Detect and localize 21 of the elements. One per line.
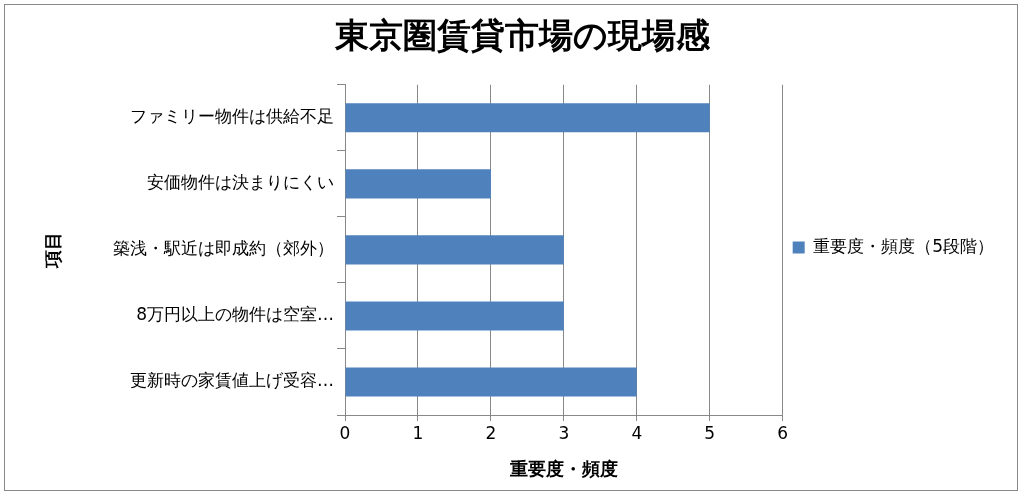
x-tick-label: 4 (631, 422, 643, 443)
x-axis-title: 重要度・頻度 (508, 457, 618, 479)
chart-title: 東京圏賃貸市場の現場感 (333, 15, 711, 56)
x-tick-label: 1 (412, 422, 424, 443)
bar (345, 235, 564, 265)
bar (345, 301, 564, 331)
y-tick-label: 築浅・駅近は即成約（郊外） (113, 238, 334, 259)
x-tick-label: 2 (485, 422, 497, 443)
bar (345, 103, 710, 133)
y-axis-title: 項目 (42, 231, 64, 269)
bar (345, 169, 491, 199)
x-tick-label: 3 (558, 422, 570, 443)
y-tick-label: ファミリー物件は供給不足 (130, 106, 334, 127)
x-tick-label: 5 (704, 422, 716, 443)
y-tick-label: 安価物件は決まりにくい (147, 172, 334, 193)
legend-label: 重要度・頻度（5段階） (813, 235, 995, 256)
y-tick-label: 8万円以上の物件は空室… (136, 304, 334, 325)
y-tick-label: 更新時の家賃値上げ受容… (130, 370, 334, 391)
x-tick-label: 0 (339, 422, 351, 443)
bar (345, 367, 637, 397)
x-tick-label: 6 (777, 422, 789, 443)
